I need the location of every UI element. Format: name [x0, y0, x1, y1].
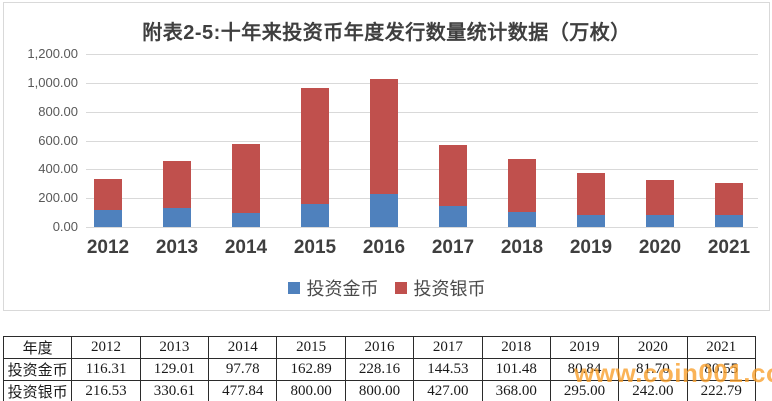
legend-item: 投资银币 — [394, 275, 486, 301]
y-axis-label: 600.00 — [38, 132, 78, 148]
table-cell: 2019 — [549, 336, 620, 359]
table-cell: 242.00 — [618, 380, 688, 401]
x-axis-label: 2015 — [293, 237, 337, 258]
table-cell: 80.84 — [549, 358, 620, 381]
legend-label: 投资金币 — [306, 279, 379, 299]
table-cell: 2020 — [618, 336, 688, 359]
legend-item: 投资金币 — [287, 275, 379, 301]
bar-segment — [163, 208, 191, 227]
legend-swatch-icon — [287, 282, 300, 294]
table-cell: 97.78 — [208, 358, 278, 381]
table-cell: 81.70 — [618, 358, 688, 381]
x-axis-label: 2021 — [707, 237, 751, 258]
y-axis-label: 200.00 — [38, 190, 78, 206]
table-cell: 477.84 — [208, 380, 278, 401]
y-axis-label: 1,200.00 — [27, 46, 78, 61]
table-cell: 2021 — [686, 336, 757, 359]
table-cell: 800.00 — [344, 380, 415, 401]
table-cell: 年度 — [2, 336, 73, 359]
table-cell: 216.53 — [71, 380, 141, 401]
table-cell: 2017 — [413, 336, 483, 359]
bar-segment — [577, 172, 605, 216]
x-axis-label: 2018 — [500, 237, 544, 258]
table-cell: 368.00 — [481, 380, 551, 401]
legend-swatch-icon — [394, 282, 407, 294]
x-axis-label: 2020 — [638, 237, 682, 258]
gridline — [86, 227, 758, 228]
table-cell: 2012 — [71, 336, 141, 359]
table-cell: 129.01 — [139, 358, 210, 381]
bar-segment — [715, 183, 743, 216]
bar-segment — [508, 159, 536, 213]
y-axis-label: 400.00 — [38, 161, 78, 177]
gridline — [86, 111, 758, 113]
bar-segment — [163, 160, 191, 209]
bar-segment — [715, 215, 743, 227]
table-cell: 116.31 — [71, 358, 141, 381]
y-axis-label: 0.00 — [52, 219, 78, 234]
table-cell: 投资银币 — [2, 380, 73, 401]
chart-panel: 附表2-5:十年来投资币年度发行数量统计数据（万枚） 0.00 200.00 400… — [3, 2, 770, 311]
bar-segment — [94, 210, 122, 227]
table-cell: 144.53 — [413, 358, 483, 381]
x-axis-label: 2014 — [224, 237, 268, 258]
table-cell: 2013 — [139, 336, 210, 359]
bar-segment — [301, 88, 329, 204]
chart-legend: 投资金币 投资银币 — [4, 275, 769, 301]
bar-segment — [646, 215, 674, 227]
bar-segment — [232, 212, 260, 227]
gridline — [86, 82, 758, 84]
table-cell: 222.79 — [686, 380, 757, 401]
table-cell: 800.00 — [276, 380, 346, 401]
table-cell: 2016 — [344, 336, 415, 359]
x-axis-label: 2019 — [569, 237, 613, 258]
gridline — [86, 54, 758, 55]
bar-segment — [232, 144, 260, 213]
table-cell: 330.61 — [139, 380, 210, 401]
table-row: 投资银币 216.53 330.61 477.84 800.00 800.00 427.00… — [2, 380, 757, 401]
table-cell: 2014 — [208, 336, 278, 359]
gridline — [86, 198, 758, 200]
bar-segment — [646, 180, 674, 216]
x-axis-label: 2017 — [431, 237, 475, 258]
table-cell: 投资金币 — [2, 358, 73, 381]
table-cell: 2015 — [276, 336, 346, 359]
table-cell: 295.00 — [549, 380, 620, 401]
y-axis-label: 800.00 — [38, 103, 78, 119]
bar-segment — [439, 206, 467, 227]
table-row: 投资金币 116.31 129.01 97.78 162.89 228.16 144.53 1… — [2, 358, 757, 381]
table-cell: 427.00 — [413, 380, 483, 401]
bar-segment — [508, 212, 536, 227]
y-axis-label: 1,000.00 — [27, 74, 78, 90]
bar-segment — [370, 194, 398, 227]
table-cell: 101.48 — [481, 358, 551, 381]
table-cell: 228.16 — [344, 358, 415, 381]
legend-label: 投资银币 — [413, 279, 486, 299]
table-cell: 2018 — [481, 336, 551, 359]
x-axis-label: 2012 — [86, 237, 130, 258]
gridline — [86, 140, 758, 142]
bar-segment — [370, 78, 398, 195]
chart-title: 附表2-5:十年来投资币年度发行数量统计数据（万枚） — [142, 22, 631, 44]
x-axis-label: 2013 — [155, 237, 199, 258]
table-cell: 162.89 — [276, 358, 346, 381]
table-cell: 80.55 — [686, 358, 757, 381]
table-header-row: 年度 2012 2013 2014 2015 2016 2017 2018 2019 2020 20… — [2, 336, 757, 359]
x-axis-label: 2016 — [362, 237, 406, 258]
bar-segment — [439, 144, 467, 207]
data-table: 年度 2012 2013 2014 2015 2016 2017 2018 2019 2020 20… — [2, 336, 757, 401]
bar-segment — [577, 215, 605, 227]
bar-segment — [301, 203, 329, 227]
bar-segment — [94, 179, 122, 211]
gridline — [86, 169, 758, 171]
